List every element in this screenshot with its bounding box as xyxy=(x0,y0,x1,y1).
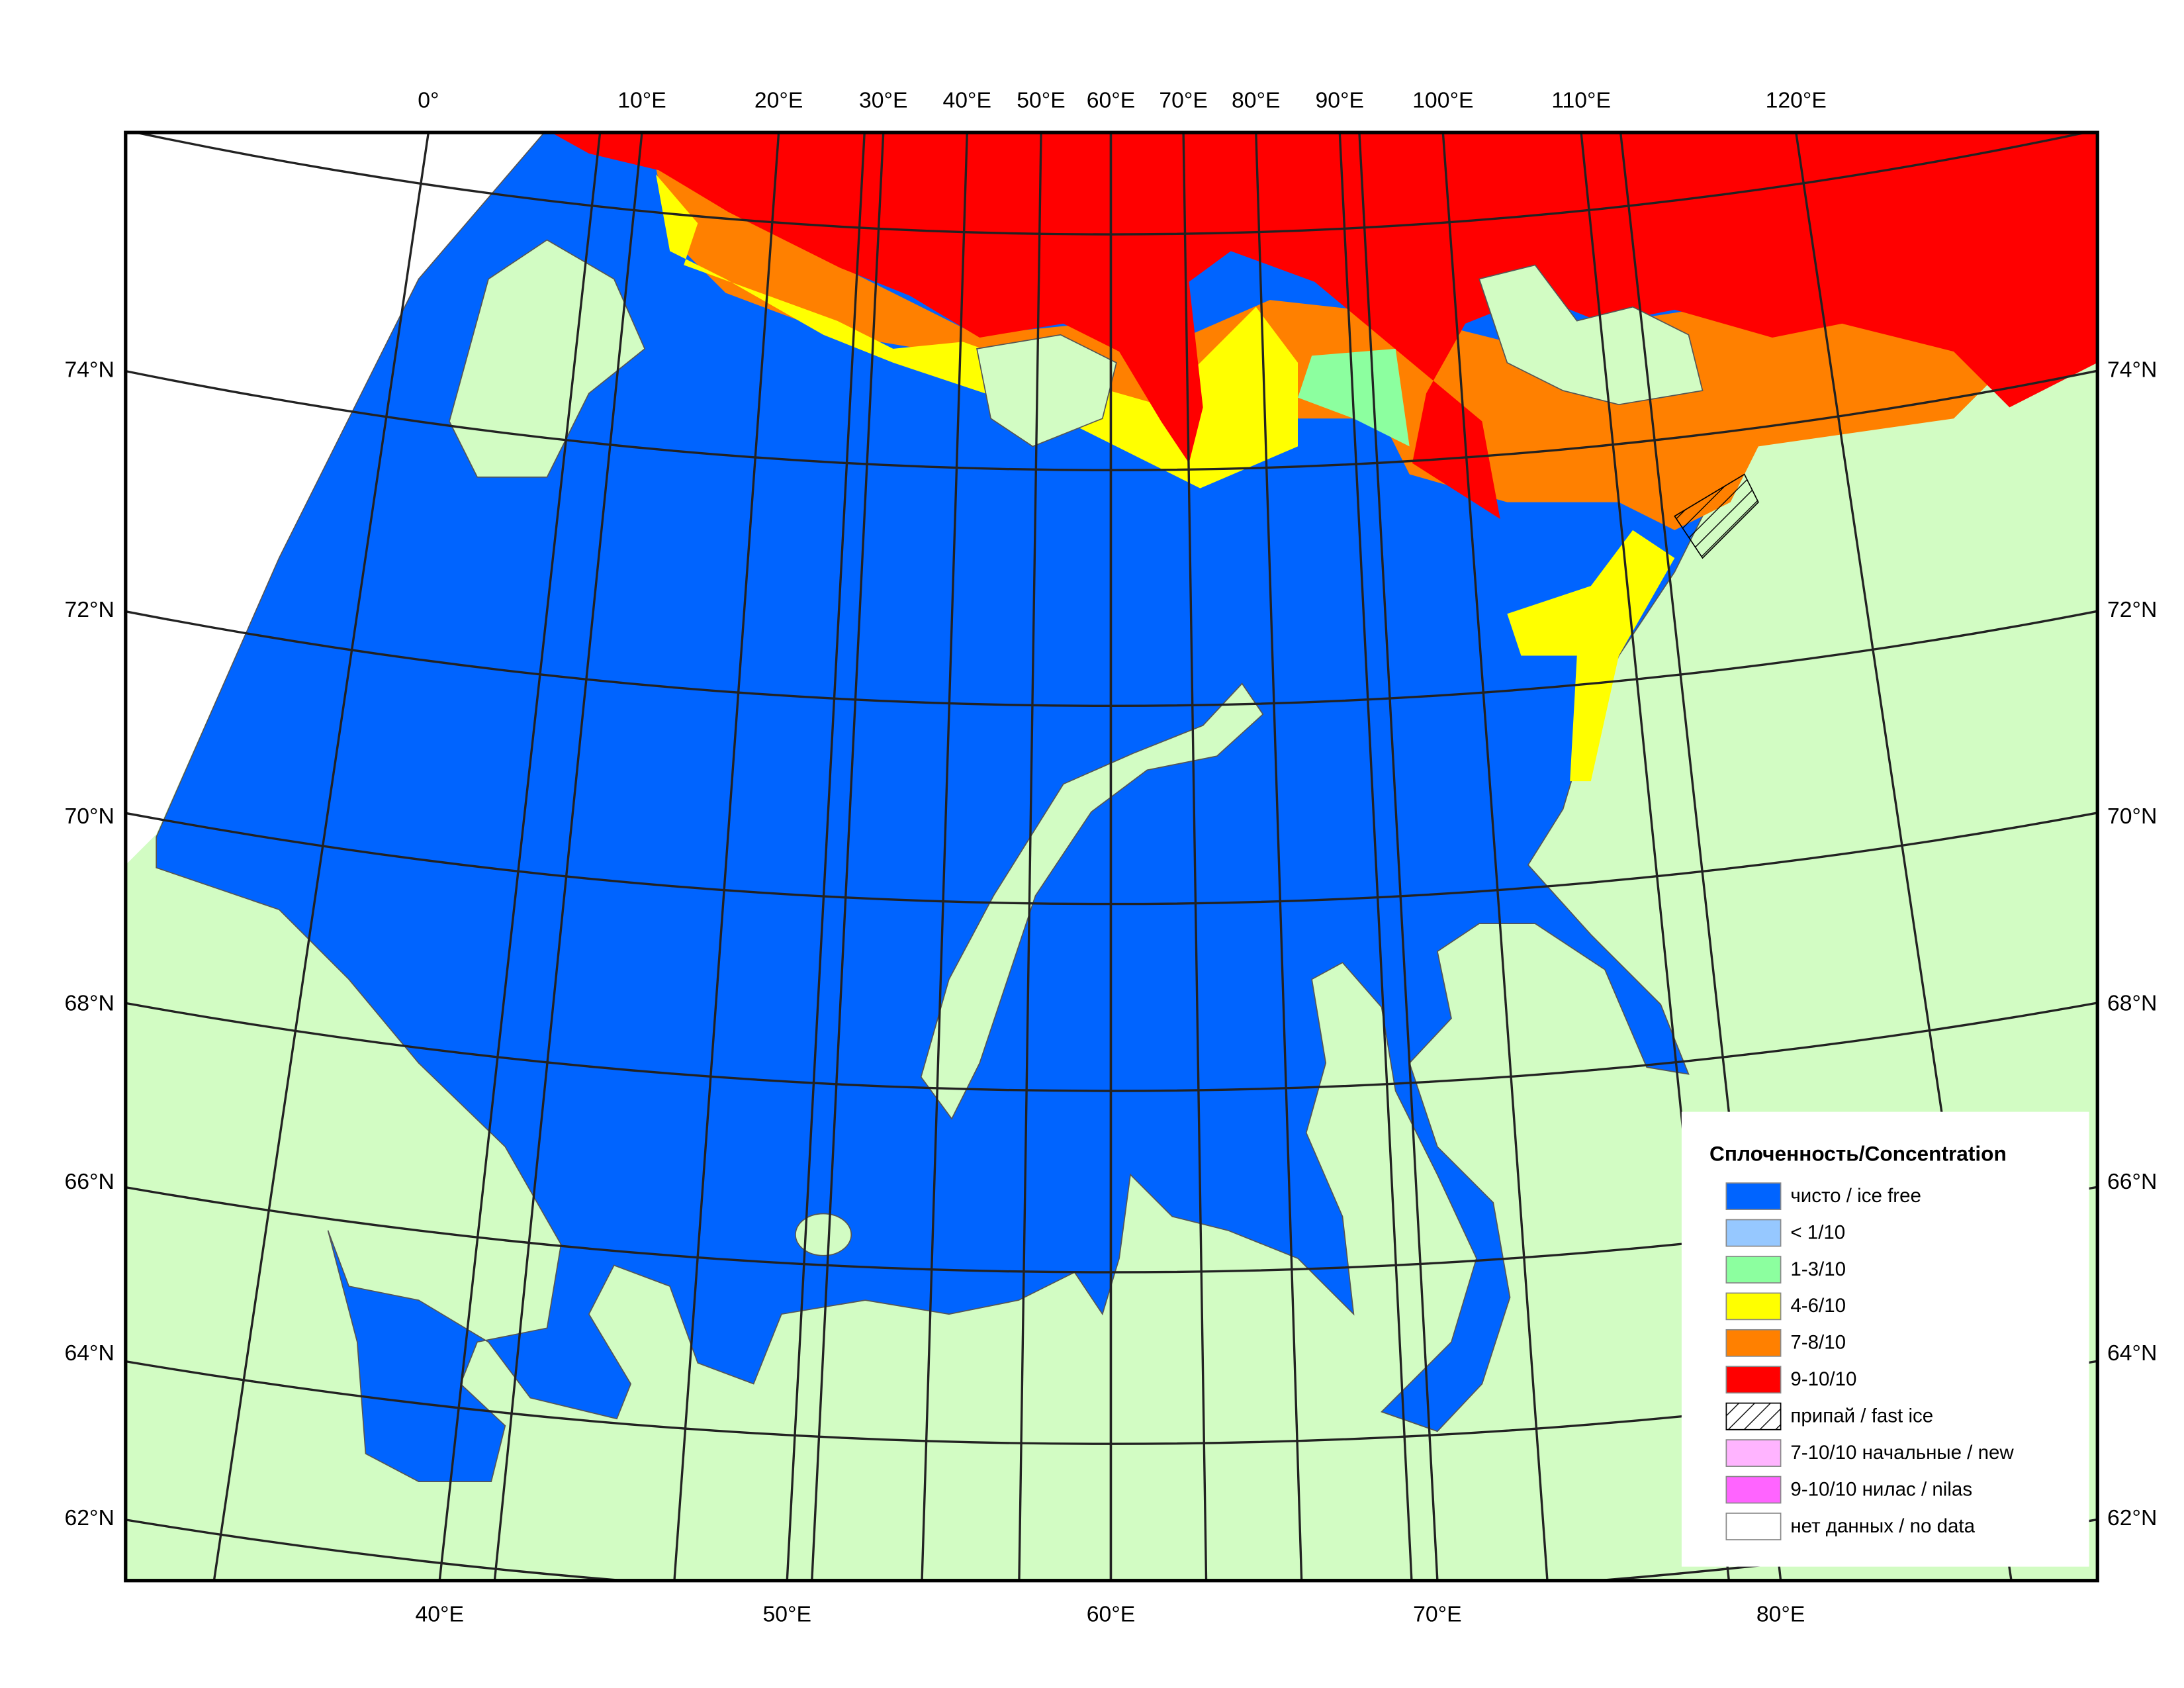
map-frame xyxy=(124,130,2099,1583)
legend-label: 9-10/10 xyxy=(1790,1368,1856,1390)
legend-title: Сплоченность/Concentration xyxy=(1709,1141,2007,1165)
meridian xyxy=(1338,132,1413,1581)
fast-ice xyxy=(1674,473,1759,559)
right-latitude-label: 68°N xyxy=(2107,990,2157,1015)
meridian xyxy=(493,132,643,1581)
legend-swatch-hatch xyxy=(1725,1402,1782,1430)
bottom-longitude-label: 80°E xyxy=(1756,1601,1805,1626)
legend-label: 4-6/10 xyxy=(1790,1295,1846,1317)
meridian xyxy=(1795,132,2013,1581)
legend-label: припай / fast ice xyxy=(1790,1405,1933,1427)
top-longitude-label: 20°E xyxy=(754,88,803,113)
bottom-longitude-label: 40°E xyxy=(415,1601,464,1626)
bottom-longitude-label: 70°E xyxy=(1413,1601,1462,1626)
meridian xyxy=(921,132,968,1581)
franz-josef-land xyxy=(976,334,1117,447)
top-longitude-label: 120°E xyxy=(1766,88,1827,113)
meridian xyxy=(811,132,885,1581)
legend-swatch xyxy=(1725,1182,1782,1210)
left-latitude-label: 66°N xyxy=(65,1169,114,1194)
meridian xyxy=(212,132,430,1581)
meridian xyxy=(1358,132,1439,1581)
legend-label: 7-10/10 начальные / new xyxy=(1790,1442,2014,1464)
meridian xyxy=(1018,132,1042,1581)
meridian xyxy=(438,132,602,1581)
left-latitude-label: 72°N xyxy=(65,597,114,622)
legend-label: 7-8/10 xyxy=(1790,1332,1846,1354)
legend-swatch xyxy=(1725,1439,1782,1467)
right-latitude-label: 72°N xyxy=(2107,597,2157,622)
meridian xyxy=(786,132,866,1581)
legend-swatch xyxy=(1725,1329,1782,1357)
top-longitude-label: 70°E xyxy=(1159,88,1208,113)
legend-swatch xyxy=(1725,1292,1782,1321)
top-longitude-label: 40°E xyxy=(943,88,992,113)
left-latitude-label: 64°N xyxy=(65,1340,114,1366)
top-longitude-label: 80°E xyxy=(1232,88,1281,113)
left-latitude-label: 68°N xyxy=(65,990,114,1015)
right-latitude-label: 64°N xyxy=(2107,1340,2157,1366)
legend-swatch xyxy=(1725,1256,1782,1284)
meridian xyxy=(1619,132,1782,1581)
top-longitude-label: 110°E xyxy=(1551,88,1611,113)
left-latitude-label: 62°N xyxy=(65,1505,114,1530)
svalbard xyxy=(449,239,646,478)
legend-label: 9-10/10 нилас / nilas xyxy=(1790,1478,1972,1500)
right-latitude-label: 62°N xyxy=(2107,1505,2157,1530)
top-longitude-label: 0° xyxy=(418,88,439,113)
legend-swatch xyxy=(1725,1366,1782,1394)
top-longitude-label: 100°E xyxy=(1412,88,1473,113)
right-latitude-label: 74°N xyxy=(2107,357,2157,382)
ice-7-8 xyxy=(656,139,2098,530)
right-latitude-label: 66°N xyxy=(2107,1169,2157,1194)
meridian xyxy=(1441,132,1549,1581)
top-longitude-label: 60°E xyxy=(1087,88,1136,113)
ice-4-6-kara xyxy=(1507,530,1675,782)
no-data-area xyxy=(125,132,547,865)
top-longitude-label: 30°E xyxy=(859,88,908,113)
meridian xyxy=(1580,132,1731,1581)
legend-label: 1-3/10 xyxy=(1790,1258,1846,1280)
bottom-longitude-label: 60°E xyxy=(1087,1601,1136,1626)
legend-label: < 1/10 xyxy=(1790,1221,1845,1243)
top-longitude-label: 50°E xyxy=(1017,88,1066,113)
top-longitude-label: 90°E xyxy=(1316,88,1365,113)
legend-label: нет данных / no data xyxy=(1790,1515,1975,1537)
kolguev-island xyxy=(795,1213,852,1256)
legend-swatch xyxy=(1725,1219,1782,1247)
left-latitude-label: 74°N xyxy=(65,357,114,382)
bottom-longitude-label: 50°E xyxy=(763,1601,812,1626)
ice-4-6 xyxy=(656,174,1298,489)
top-longitude-label: 10°E xyxy=(617,88,666,113)
legend-label: чисто / ice free xyxy=(1790,1185,1921,1207)
axis-labels: 0° 10°E 20°E 30°E 40°E 50°E 60°E 70°E 80°E 90°E 10… xyxy=(65,88,2158,1627)
meridian xyxy=(1182,132,1208,1581)
legend-swatch xyxy=(1725,1476,1782,1504)
right-latitude-label: 70°N xyxy=(2107,804,2157,829)
legend: Сплоченность/Concentration чисто / ice f… xyxy=(1681,1111,2089,1567)
meridian xyxy=(673,132,780,1581)
ice-9-10 xyxy=(551,132,2098,519)
novaya-zemlya xyxy=(920,682,1264,1120)
legend-swatch xyxy=(1725,1513,1782,1540)
meridian xyxy=(1255,132,1303,1581)
left-latitude-label: 70°N xyxy=(65,804,114,829)
